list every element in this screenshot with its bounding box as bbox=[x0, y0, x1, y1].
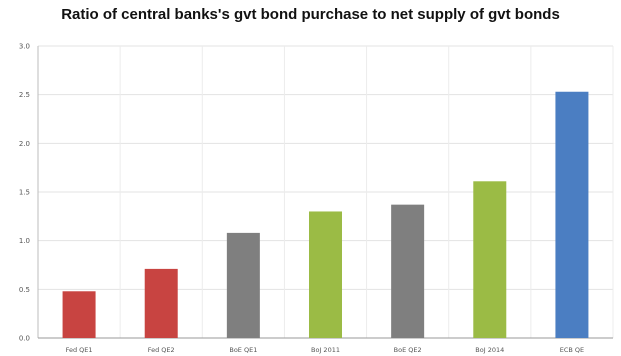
x-tick-label: BoJ 2014 bbox=[475, 346, 504, 354]
chart-title: Ratio of central banks's gvt bond purcha… bbox=[61, 6, 560, 23]
x-tick-label: ECB QE bbox=[560, 346, 584, 354]
bar bbox=[226, 232, 260, 338]
x-tick-label: Fed QE2 bbox=[148, 346, 175, 354]
x-tick-label: Fed QE1 bbox=[66, 346, 93, 354]
y-tick-label: 0.0 bbox=[19, 335, 30, 343]
y-tick-label: 0.5 bbox=[19, 286, 30, 294]
x-tick-label: BoE QE2 bbox=[394, 346, 422, 354]
bar bbox=[62, 291, 96, 338]
y-tick-label: 1.0 bbox=[19, 237, 30, 245]
y-tick-label: 1.5 bbox=[19, 189, 30, 197]
y-tick-label: 3.0 bbox=[19, 43, 30, 51]
bar bbox=[144, 268, 178, 338]
bar bbox=[473, 181, 507, 338]
y-tick-label: 2.5 bbox=[19, 91, 30, 99]
bar bbox=[391, 204, 425, 338]
x-tick-label: BoJ 2011 bbox=[311, 346, 340, 354]
x-tick-label: BoE QE1 bbox=[229, 346, 257, 354]
y-tick-label: 2.0 bbox=[19, 140, 30, 148]
bar bbox=[555, 91, 589, 338]
bar bbox=[309, 211, 342, 338]
